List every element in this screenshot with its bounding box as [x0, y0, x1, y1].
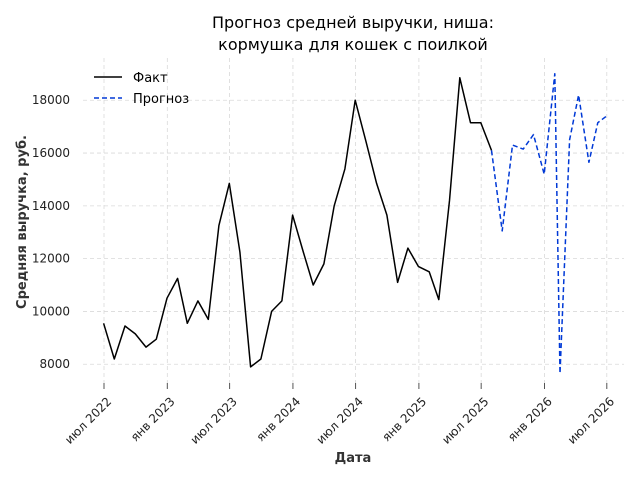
y-axis-ticks: 8000 10000 12000 14000 16000 18000	[32, 93, 70, 371]
y-tick-label: 12000	[32, 252, 70, 266]
x-tick-label: янв 2025	[379, 394, 429, 444]
y-tick-label: 8000	[39, 357, 70, 371]
x-tick-label: июл 2025	[439, 394, 491, 446]
chart-title-line-2: кормушка для кошек с поилкой	[218, 35, 488, 54]
x-tick-label: июл 2026	[565, 394, 617, 446]
y-tick-label: 16000	[32, 146, 70, 160]
x-axis-ticks: июл 2022 янв 2023 июл 2023 янв 2024 июл 2024…	[62, 383, 617, 447]
y-tick-label: 10000	[32, 304, 70, 318]
x-tick-label: янв 2023	[128, 394, 178, 444]
chart-title-line-1: Прогноз средней выручки, ниша:	[212, 13, 494, 32]
y-tick-label: 14000	[32, 199, 70, 213]
legend: Факт Прогноз	[94, 71, 189, 107]
x-tick-label: июл 2022	[62, 394, 114, 446]
legend-label-forecast: Прогноз	[133, 92, 189, 107]
x-tick-label: июл 2023	[188, 394, 240, 446]
x-axis-label: Дата	[335, 451, 372, 466]
x-tick-label: янв 2024	[253, 394, 303, 444]
series-lines	[102, 73, 609, 375]
series-line-fact	[102, 77, 493, 368]
x-tick-label: июл 2024	[314, 394, 366, 446]
y-tick-label: 18000	[32, 93, 70, 107]
series-line-forecast	[490, 73, 609, 375]
grid	[83, 58, 624, 388]
x-tick-label: янв 2026	[505, 394, 555, 444]
legend-label-fact: Факт	[133, 71, 168, 86]
y-axis-label: Средняя выручка, руб.	[15, 135, 30, 309]
